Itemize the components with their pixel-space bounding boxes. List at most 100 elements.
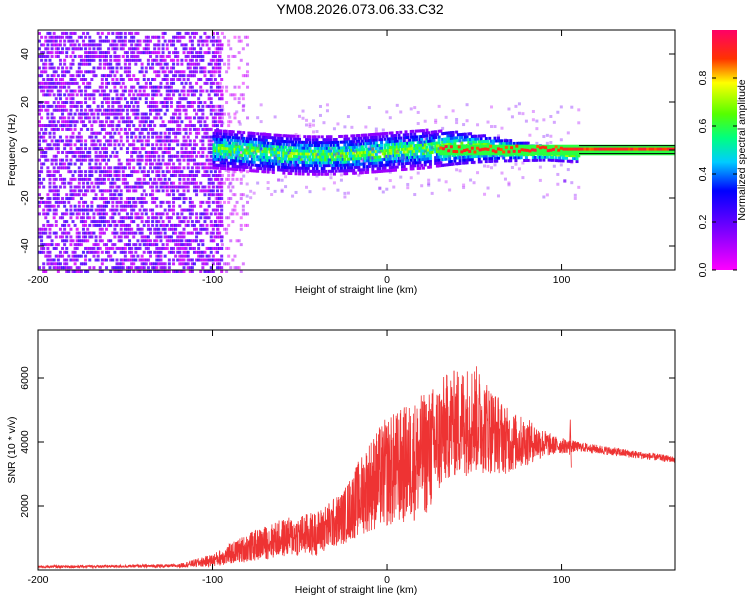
spectrogram-cell — [211, 70, 215, 74]
spectrogram-cell — [367, 139, 371, 143]
spectrogram-cell — [159, 223, 163, 227]
spectrogram-cell — [216, 163, 220, 167]
spectrogram-cell — [128, 74, 132, 78]
spectrogram-cell — [359, 145, 363, 149]
spectrogram-cell — [364, 139, 368, 143]
spectrogram-cell — [218, 89, 222, 93]
spectrogram-cell — [157, 258, 161, 262]
spectrogram-cell — [48, 227, 52, 231]
spectrogram-cell — [102, 223, 106, 227]
spectrogram-cell — [111, 31, 115, 35]
spectrogram-cell — [213, 124, 217, 128]
spectrogram-cell — [121, 258, 125, 262]
spectrogram-cell — [79, 78, 83, 81]
spectrogram-cell — [366, 165, 370, 169]
spectrogram-cell — [460, 135, 464, 139]
spectrogram-cell — [311, 169, 315, 173]
spectrogram-cell — [213, 174, 217, 177]
spectrogram-cell — [128, 47, 132, 51]
spectrogram-cell — [220, 212, 224, 216]
spectrogram-cell — [233, 85, 237, 89]
spectrogram-cell — [125, 266, 129, 270]
spectrogram-cell — [387, 140, 391, 144]
spectrogram-cell — [216, 143, 220, 147]
spectrogram-cell — [130, 231, 134, 235]
spectrogram-cell — [77, 47, 81, 51]
spectrogram-cell — [148, 108, 152, 112]
spectrogram-cell — [222, 227, 226, 231]
spectrogram-cell — [241, 74, 245, 78]
spectrogram-cell — [320, 135, 324, 139]
spectrogram-cell — [502, 142, 506, 146]
spectrogram-cell — [188, 85, 192, 89]
spectrogram-cell — [148, 231, 152, 235]
spectrogram-cell — [73, 170, 77, 174]
spectrogram-cell — [54, 200, 58, 204]
spectrogram-cell — [38, 158, 41, 162]
spectrogram-cell — [165, 147, 169, 151]
spectrogram-cell — [61, 81, 65, 85]
spectrogram-cell — [495, 153, 499, 157]
spectrogram-cell — [100, 193, 104, 197]
spectrogram-cell — [421, 155, 425, 159]
spectrogram-cell — [345, 154, 349, 158]
spectrogram-cell — [50, 89, 54, 93]
spectrogram-cell — [380, 164, 384, 168]
spectrogram-cell — [159, 231, 163, 235]
spectrogram-cell — [266, 147, 270, 151]
spectrogram-cell — [362, 156, 366, 160]
spectrogram-cell — [144, 97, 148, 101]
spectrogram-cell — [88, 147, 92, 151]
spectrogram-cell — [332, 152, 336, 156]
spectrogram-cell — [61, 181, 65, 185]
spectrogram-cell — [138, 266, 142, 270]
spectrogram-cell — [188, 208, 192, 212]
spectrogram-cell — [88, 158, 92, 162]
spectrogram-cell — [216, 140, 220, 144]
spectrogram-cell — [188, 150, 192, 154]
spectrogram-cell — [77, 243, 81, 247]
spectrogram-cell — [144, 262, 148, 266]
spectrogram-cell — [434, 150, 438, 154]
spectrogram-cell — [430, 150, 434, 154]
spectrogram-cell — [63, 177, 67, 181]
spectrogram-cell — [165, 93, 169, 97]
spectrogram-cell — [345, 172, 349, 176]
spectrogram-cell — [128, 120, 132, 124]
spectrogram-cell — [119, 270, 123, 273]
spectrogram-cell — [406, 147, 410, 151]
spectrogram-cell — [231, 141, 235, 145]
spectrogram-cell — [138, 158, 142, 162]
spectrogram-cell — [73, 127, 77, 131]
spectrogram-cell — [102, 143, 106, 147]
spectrogram-cell — [155, 254, 159, 258]
spectrogram-cell — [216, 158, 220, 162]
spectrogram-cell — [180, 70, 184, 74]
spectrogram-cell — [165, 185, 169, 189]
spectrogram-cell — [259, 138, 263, 142]
spectrogram-cell — [138, 150, 142, 154]
spectrogram-cell — [130, 266, 134, 270]
spectrogram-cell — [345, 151, 349, 155]
spectrogram-cell — [199, 181, 203, 185]
spectrogram-cell — [395, 154, 399, 158]
spectrogram-cell — [277, 168, 281, 172]
spectrogram-cell — [176, 124, 180, 128]
spectrogram-cell — [119, 127, 123, 131]
spectrogram-cell — [146, 131, 150, 135]
spectrogram-cell — [271, 145, 275, 149]
spectrogram-cell — [318, 152, 322, 156]
spectrogram-cell — [96, 177, 100, 181]
spectrogram-cell — [128, 93, 132, 97]
spectrogram-cell — [77, 170, 81, 174]
spectrogram-cell — [407, 141, 411, 145]
spectrogram-cell — [385, 160, 389, 164]
spectrogram-cell — [289, 154, 293, 158]
spectrogram-cell — [134, 243, 138, 247]
spectrogram-cell — [203, 270, 207, 273]
spectrogram-cell — [237, 97, 241, 101]
spectrogram-cell — [165, 104, 169, 108]
spectrogram-cell — [199, 250, 203, 254]
spectrogram-cell — [75, 158, 79, 162]
spectrogram-cell — [100, 112, 104, 116]
